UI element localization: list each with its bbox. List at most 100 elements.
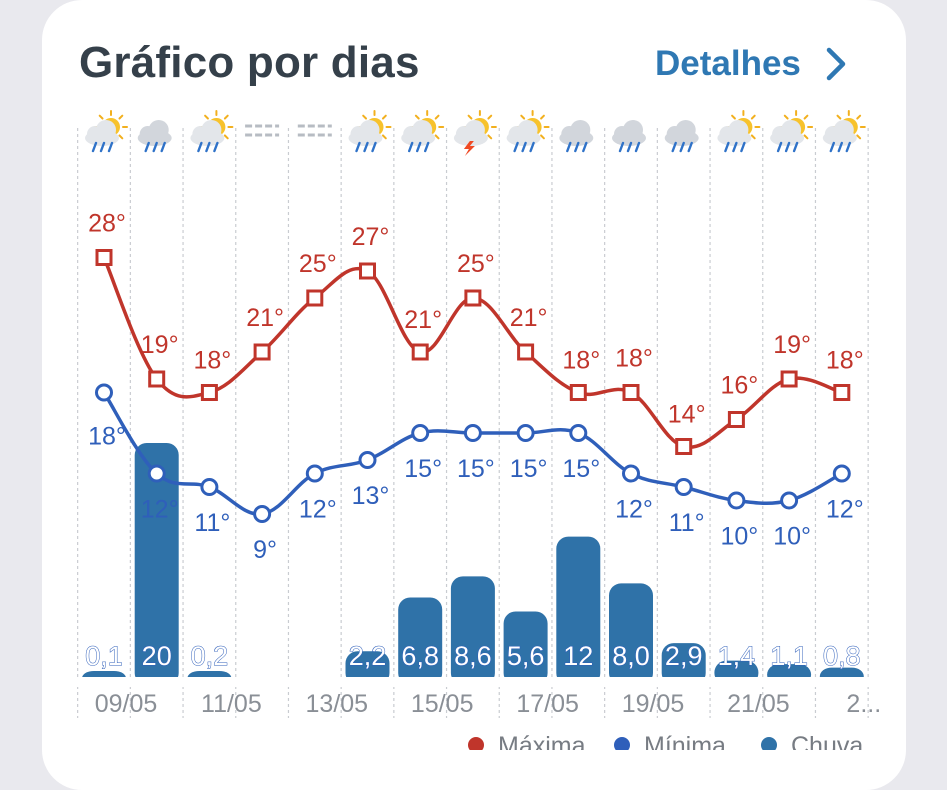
daily-forecast-chart: 28° 19° 18° 21° 25° 27° 21° 25° 21° 18° 18° 14° 16° 1… bbox=[77, 110, 882, 750]
max-temp-point bbox=[306, 289, 324, 307]
cloud-shape bbox=[822, 120, 857, 146]
sun-ray bbox=[204, 114, 209, 120]
partly-cloudy-rain-icon bbox=[506, 110, 550, 153]
rain-label: 8,6 bbox=[454, 641, 492, 671]
sun-ray bbox=[98, 114, 104, 120]
max-temp-point bbox=[359, 262, 376, 280]
sun-ray bbox=[381, 134, 387, 140]
min-temp-point bbox=[516, 424, 535, 442]
partly-cloudy-thunder-icon bbox=[453, 110, 497, 156]
max-temp-point bbox=[148, 370, 166, 388]
rain-drop bbox=[521, 141, 527, 153]
partly-cloudy-rain-icon bbox=[348, 110, 392, 153]
max-temp-point bbox=[833, 384, 851, 401]
min-temp-label: 12° bbox=[299, 496, 337, 524]
max-temp-point bbox=[517, 343, 535, 361]
min-temp-label: 15° bbox=[562, 455, 600, 483]
cloud-shape bbox=[506, 120, 541, 146]
cloud-part bbox=[675, 120, 696, 140]
sun-ray bbox=[487, 134, 493, 140]
min-temp-point bbox=[358, 451, 377, 469]
max-temp-point bbox=[464, 289, 482, 307]
min-temp-label: 10° bbox=[720, 523, 758, 551]
date-label: 21/05 bbox=[727, 690, 790, 718]
cloud-part bbox=[359, 120, 380, 140]
rain-drop bbox=[724, 141, 730, 153]
rain-drop bbox=[845, 141, 851, 153]
min-temp-point bbox=[200, 478, 219, 496]
partly-cloudy-rain-icon bbox=[190, 110, 234, 153]
cloud-shape bbox=[137, 120, 172, 146]
rain-bar bbox=[450, 576, 495, 685]
rain-drop bbox=[213, 141, 219, 153]
max-temp-label: 25° bbox=[457, 250, 495, 278]
legend-label: Mínima bbox=[644, 732, 726, 750]
rain-drop bbox=[424, 141, 430, 153]
max-temp-label: 18° bbox=[615, 345, 653, 373]
rain-label: 2,9 bbox=[665, 641, 703, 671]
sun-ray bbox=[434, 134, 440, 140]
rain-drop bbox=[513, 141, 519, 153]
rain-drop bbox=[618, 141, 625, 153]
cloud-shape bbox=[85, 120, 119, 146]
details-button[interactable]: Detalhes bbox=[655, 44, 847, 84]
cloud-part bbox=[833, 120, 854, 140]
sun-ray bbox=[362, 114, 368, 120]
max-temp-label: 18° bbox=[826, 347, 864, 375]
date-label: 13/05 bbox=[306, 690, 369, 718]
rain-label: 6,8 bbox=[401, 641, 439, 671]
rain-label: 20 bbox=[142, 641, 172, 671]
sun-ray bbox=[856, 114, 862, 120]
sun-ray bbox=[467, 114, 473, 120]
cloudy-rain-icon bbox=[664, 120, 699, 153]
rain-drop bbox=[144, 141, 150, 153]
details-label: Detalhes bbox=[655, 44, 801, 83]
legend-dot bbox=[761, 737, 777, 750]
rain-bar bbox=[609, 583, 653, 685]
max-temp-label: 18° bbox=[562, 347, 600, 375]
sun-ray bbox=[731, 114, 736, 120]
sun-ray bbox=[223, 134, 229, 140]
rain-drop bbox=[160, 141, 166, 153]
cloud-part bbox=[781, 120, 802, 140]
sun-ray bbox=[750, 134, 756, 140]
sun-ray bbox=[783, 114, 789, 120]
cloud-part bbox=[517, 120, 538, 140]
cloudy-rain-icon bbox=[612, 120, 646, 153]
min-temp-point bbox=[780, 491, 799, 510]
rain-drop bbox=[626, 141, 633, 153]
rain-drop bbox=[566, 141, 572, 153]
rain-drop bbox=[776, 141, 783, 153]
rain-label: 0,8 bbox=[823, 641, 861, 671]
cloud-part bbox=[148, 120, 169, 140]
rain-drop bbox=[574, 141, 580, 153]
min-temp-label: 15° bbox=[510, 455, 548, 483]
min-temp-label: 15° bbox=[404, 455, 442, 483]
min-temp-point bbox=[253, 505, 272, 523]
sun-ray bbox=[836, 114, 842, 120]
legend-item: Mínima bbox=[614, 732, 726, 750]
min-temp-point bbox=[832, 464, 851, 483]
min-temp-label: 12° bbox=[615, 496, 653, 524]
max-temp-point bbox=[253, 343, 271, 361]
cloudy-rain-icon bbox=[559, 120, 594, 153]
rain-drop bbox=[837, 141, 843, 153]
rain-label: 1,1 bbox=[770, 641, 808, 671]
max-temp-label: 16° bbox=[720, 372, 758, 400]
sun-ray bbox=[540, 134, 545, 140]
rain-label: 8,0 bbox=[612, 641, 650, 671]
rain-drop bbox=[408, 141, 414, 153]
sun-ray bbox=[381, 114, 387, 120]
cloud-shape bbox=[770, 120, 805, 146]
max-temp-point bbox=[411, 343, 429, 361]
rain-drop bbox=[371, 141, 377, 153]
rain-drop bbox=[363, 141, 369, 153]
date-label: 11/05 bbox=[201, 690, 262, 718]
rain-drop bbox=[205, 141, 211, 153]
rain-label: 5,6 bbox=[507, 641, 545, 671]
cloud-part bbox=[570, 120, 591, 140]
sun-ray bbox=[803, 134, 809, 140]
partly-cloudy-rain-icon bbox=[85, 110, 128, 153]
rain-drop bbox=[91, 141, 98, 153]
rain-drop bbox=[355, 141, 361, 153]
